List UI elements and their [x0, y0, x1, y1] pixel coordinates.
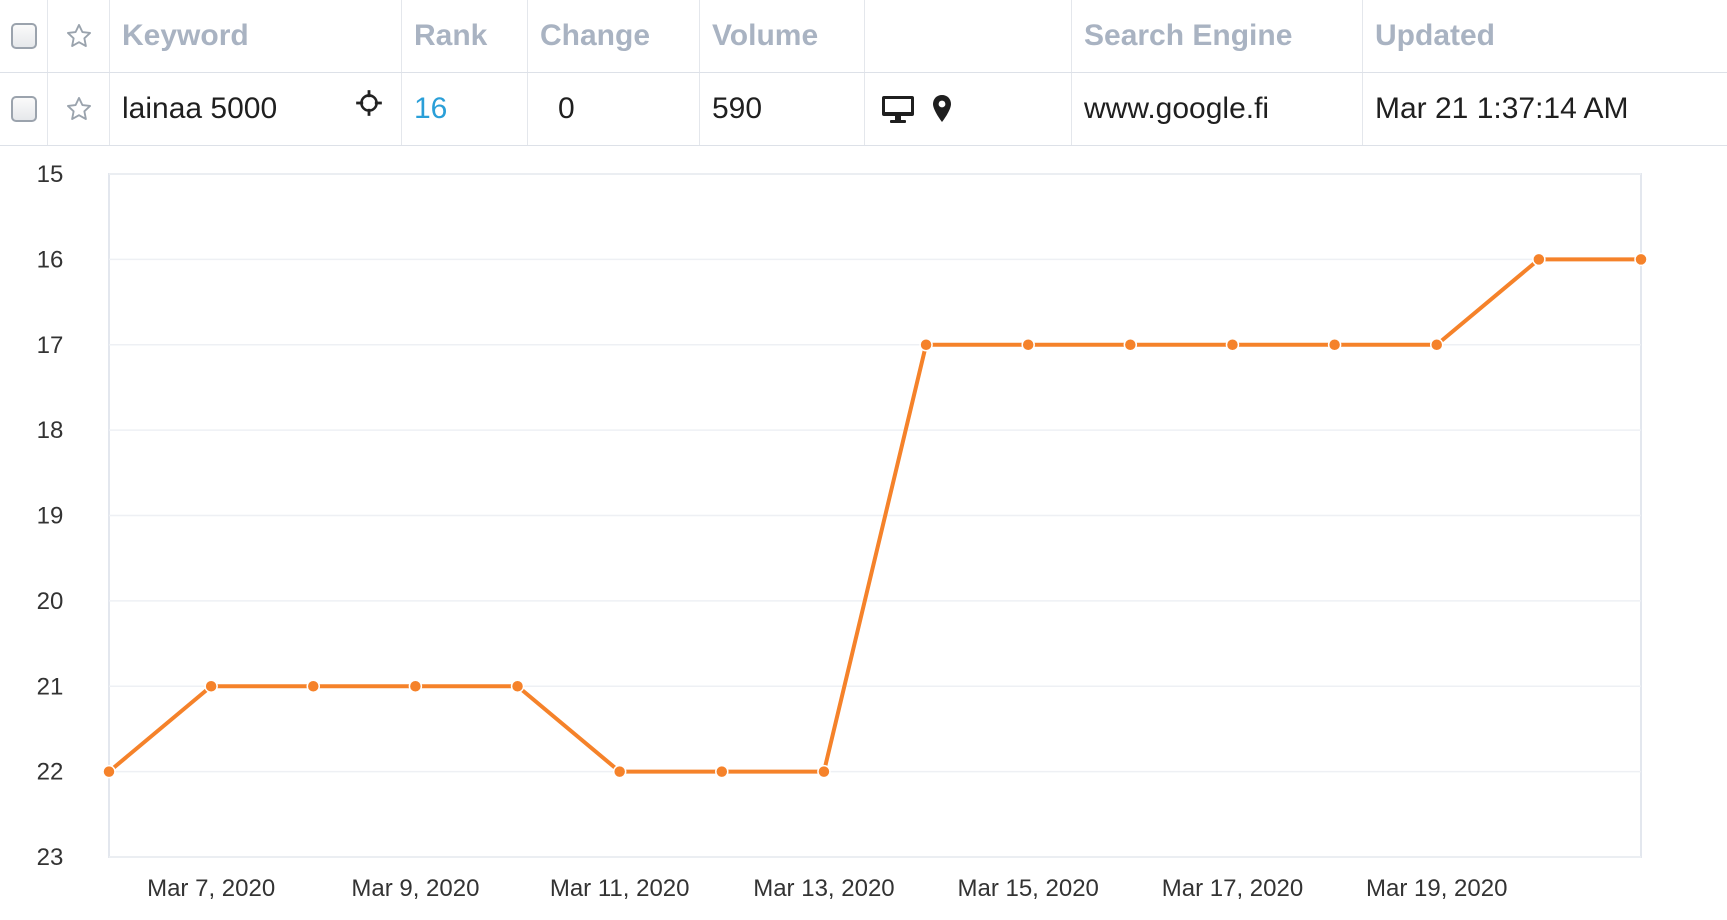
table-row[interactable]: lainaa 5000 16 0 590 — [0, 73, 1727, 146]
star-icon[interactable] — [65, 22, 93, 50]
data-point — [408, 679, 423, 693]
data-point — [1225, 338, 1240, 352]
x-tick-label: Mar 17, 2020 — [1162, 875, 1303, 902]
y-tick-label: 22 — [37, 759, 64, 786]
data-point — [102, 764, 116, 779]
device-cell — [865, 73, 1072, 145]
volume-header[interactable]: Volume — [700, 0, 865, 72]
location-pin-icon — [933, 95, 951, 122]
data-point — [612, 764, 627, 779]
desktop-icon — [882, 96, 914, 123]
change-header[interactable]: Change — [528, 0, 700, 72]
y-tick-label: 18 — [37, 417, 64, 444]
data-point — [1532, 252, 1546, 267]
data-point — [817, 764, 831, 779]
data-point — [919, 338, 933, 352]
data-point — [1429, 338, 1444, 352]
data-point — [306, 679, 321, 693]
data-point — [204, 679, 218, 693]
change-cell: 0 — [528, 73, 700, 145]
y-tick-label: 20 — [37, 588, 64, 615]
rank-link[interactable]: 16 — [414, 92, 448, 125]
rankings-table: Keyword Rank Change Volume Search Engine… — [0, 0, 1727, 146]
keyword-header[interactable]: Keyword — [110, 0, 402, 72]
x-tick-label: Mar 13, 2020 — [753, 875, 894, 902]
keyword-cell: lainaa 5000 — [110, 73, 402, 145]
row-select-cell — [0, 73, 48, 145]
select-all-cell — [0, 0, 48, 72]
crosshair-icon[interactable] — [355, 89, 383, 117]
favorite-header-cell — [48, 0, 110, 72]
x-tick-label: Mar 11, 2020 — [550, 875, 690, 902]
device-header — [865, 0, 1072, 72]
search-engine-header[interactable]: Search Engine — [1072, 0, 1363, 72]
y-tick-label: 16 — [37, 246, 64, 273]
data-point — [1327, 338, 1342, 352]
data-point — [510, 679, 525, 693]
updated-cell: Mar 21 1:37:14 AM — [1375, 92, 1629, 125]
rank-cell: 16 — [402, 73, 528, 145]
series-line — [107, 257, 1641, 774]
data-point — [1634, 252, 1648, 267]
x-tick-label: Mar 15, 2020 — [957, 875, 1098, 902]
y-tick-label: 19 — [37, 503, 64, 530]
table-header-row: Keyword Rank Change Volume Search Engine… — [0, 0, 1727, 73]
volume-cell: 590 — [700, 73, 865, 145]
select-all-checkbox[interactable] — [11, 23, 37, 49]
x-tick-label: Mar 19, 2020 — [1366, 875, 1507, 902]
x-tick-label: Mar 9, 2020 — [351, 875, 479, 902]
data-point — [1123, 338, 1138, 352]
y-tick-label: 15 — [37, 161, 64, 188]
row-favorite-cell — [48, 73, 110, 145]
search-engine-cell: www.google.fi — [1072, 73, 1363, 145]
updated-header[interactable]: Updated — [1375, 19, 1495, 52]
y-tick-label: 17 — [37, 332, 64, 359]
data-point — [715, 764, 729, 779]
y-tick-label: 21 — [37, 673, 64, 700]
rank-history-chart: 15 16 17 18 19 20 21 22 23 Mar 7, 2020 Mar 9, 2020… — [37, 161, 1648, 902]
rank-header[interactable]: Rank — [402, 0, 528, 72]
y-tick-label: 23 — [37, 844, 64, 871]
data-point — [1021, 338, 1035, 352]
row-checkbox[interactable] — [11, 96, 37, 122]
star-icon[interactable] — [65, 95, 93, 123]
x-tick-label: Mar 7, 2020 — [147, 875, 275, 902]
keyword-text: lainaa 5000 — [122, 92, 278, 125]
